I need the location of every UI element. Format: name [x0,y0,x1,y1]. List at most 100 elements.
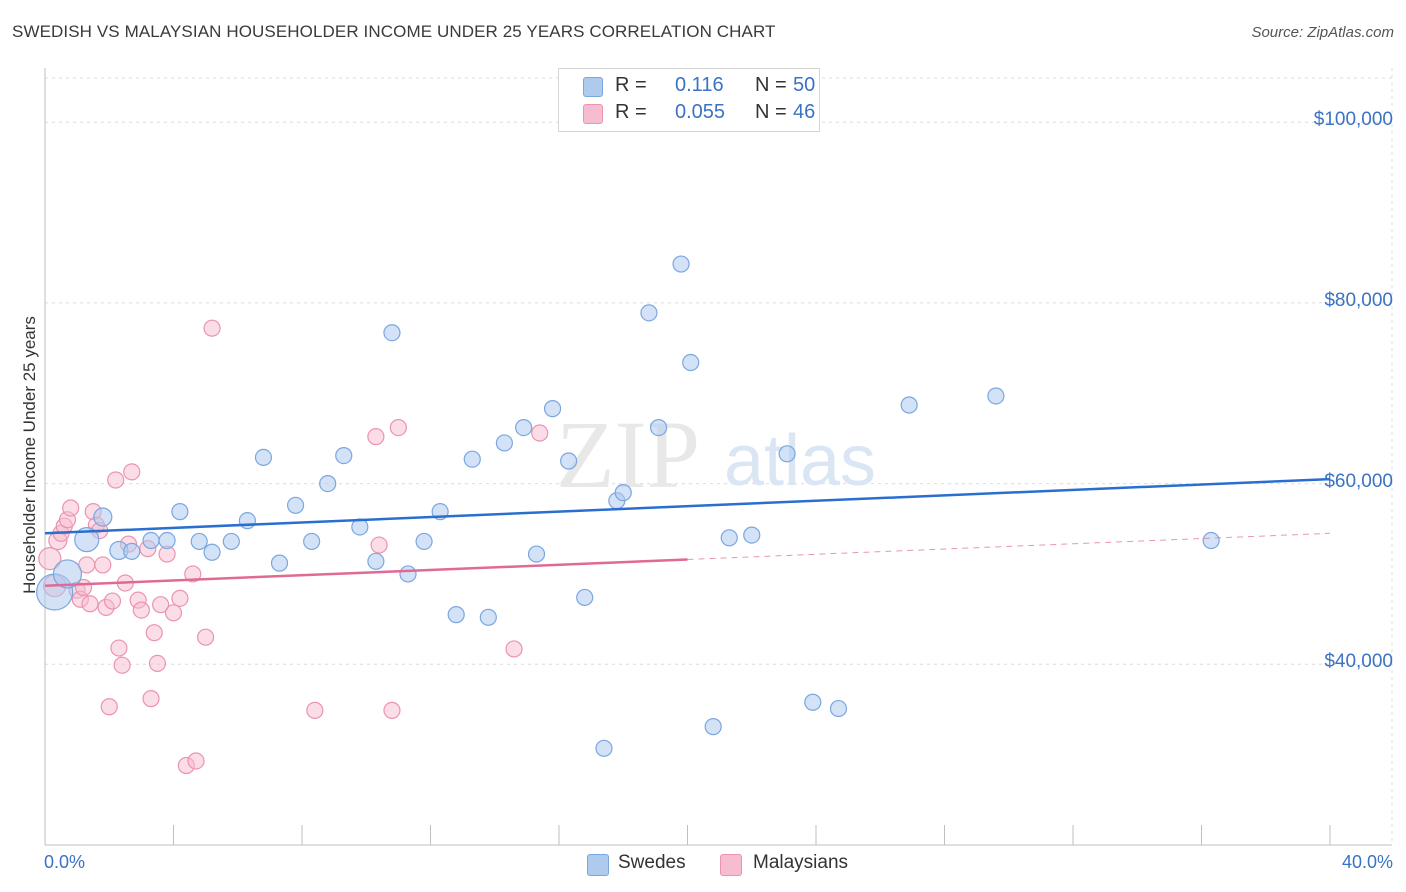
malaysians-point [148,654,167,672]
swedes-point [93,507,113,527]
malaysians-trend-extension [687,532,1331,560]
bottom-legend-swatch-malaysians [720,854,742,876]
swedes-point [704,718,722,736]
swedes-point [560,452,578,470]
swedes-point [303,532,321,551]
swedes-point [1202,531,1220,550]
swedes-point [463,450,481,468]
swedes-point [74,527,100,553]
legend-swatch-swedes [583,77,603,97]
watermark-atlas: atlas [724,421,876,501]
swedes-point [640,304,658,322]
malaysians-point [81,595,99,613]
malaysians-point [110,639,128,657]
malaysians-point [152,596,170,614]
swedes-point [743,526,761,544]
malaysians-point [306,701,324,719]
malaysians-point [203,319,221,337]
swedes-point [595,739,613,757]
y-tick-label: $80,000 [1324,289,1393,311]
swedes-point [319,475,337,493]
x-tick-label-min: 0.0% [44,852,86,872]
swedes-point [900,396,918,414]
swedes-point [720,529,738,547]
y-tick-label: $60,000 [1324,470,1393,492]
malaysians-point [383,701,401,719]
malaysians-point [113,656,131,674]
swedes-point [649,418,668,437]
swedes-point [987,387,1005,405]
swedes-point [238,512,256,530]
legend-r-label: R = [615,101,647,123]
y-tick-label: $40,000 [1324,651,1393,673]
swedes-point [142,531,160,550]
legend-r-value: 0.055 [675,101,726,123]
swedes-point [682,353,700,372]
malaysians-point [505,640,523,658]
malaysians-point [94,556,112,574]
bottom-legend-swatch-swedes [587,854,609,876]
x-tick-label-max: 40.0% [1341,852,1393,872]
swedes-point [286,496,305,514]
swedes-point [335,446,353,465]
malaysians-point [171,589,189,607]
bottom-legend-label-swedes: Swedes [618,852,686,873]
legend-n-label: N = [755,101,787,123]
malaysians-point [389,418,407,437]
malaysians-point [62,499,80,517]
swedes-point [447,606,465,624]
malaysians-point [38,546,62,571]
trend-lines [44,477,1331,587]
malaysians-point [184,565,202,583]
malaysians-point [187,752,205,770]
swedes-point [829,699,848,718]
swedes-point [270,554,289,572]
swedes-point [527,545,546,563]
series-swedes [36,255,1220,757]
malaysians-point [100,698,118,716]
malaysians-point [531,424,549,442]
legend-n-value: 50 [793,74,816,96]
series-malaysians [38,319,549,775]
legend-n-label: N = [755,74,787,96]
swedes-point [158,531,176,550]
swedes-point [495,434,513,452]
swedes-point [479,608,497,626]
swedes-trend-line [44,477,1331,535]
swedes-point [367,552,385,570]
swedes-point [515,418,533,437]
malaysians-point [123,463,141,481]
malaysians-point [367,428,385,446]
source-label: Source: ZipAtlas.com [1251,24,1394,41]
watermark: ZIP atlas [556,401,876,508]
swedes-point [383,324,401,342]
malaysians-trend-line [44,558,688,587]
swedes-point [415,532,433,551]
legend-r-value: 0.116 [675,74,724,96]
swedes-point [254,448,273,467]
malaysians-point [164,604,183,622]
swedes-point [543,400,562,418]
swedes-point [672,255,690,273]
swedes-point [576,588,594,607]
swedes-point [614,484,632,502]
chart-title: SWEDISH VS MALAYSIAN HOUSEHOLDER INCOME … [12,22,776,41]
swedes-point [52,559,83,589]
legend-r-label: R = [615,74,647,96]
malaysians-point [132,601,150,619]
swedes-point [222,532,240,551]
swedes-point [190,532,208,551]
legend-n-value: 46 [793,101,816,123]
malaysians-point [370,536,388,554]
swedes-point [171,503,189,521]
malaysians-point [103,592,122,610]
bottom-legend-label-malaysians: Malaysians [753,852,849,873]
axes [44,68,1392,846]
malaysians-point [107,471,125,489]
swedes-point [804,693,822,711]
malaysians-point [145,624,163,642]
swedes-point [778,445,796,463]
correlation-legend: R = 0.116 N = 50 R = 0.055 N = 46 [558,68,820,132]
legend-swatch-malaysians [583,104,603,124]
